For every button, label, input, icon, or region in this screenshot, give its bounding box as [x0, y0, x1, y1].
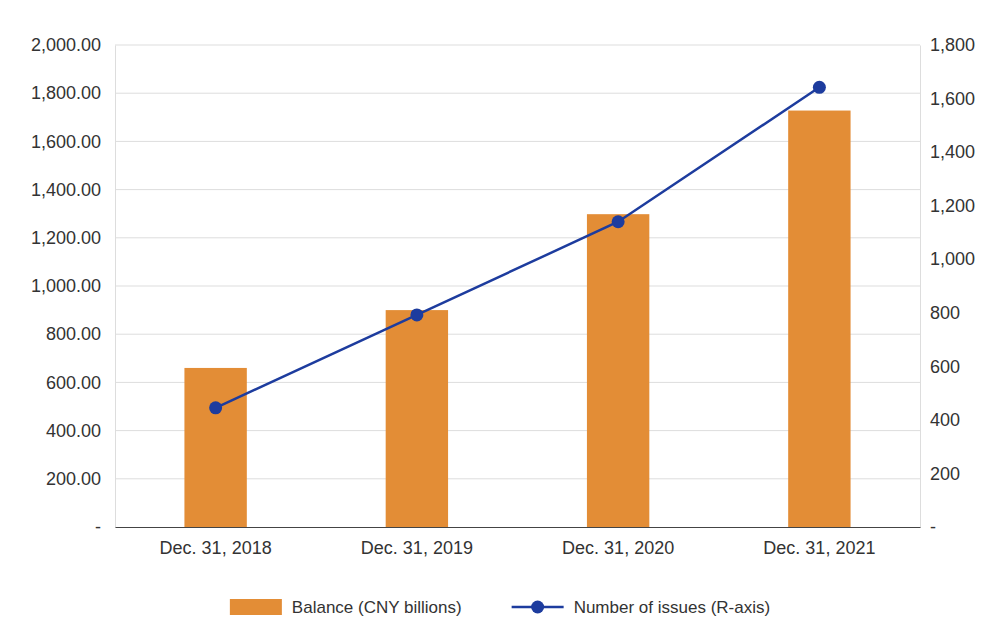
y-tick-label: 600.00	[46, 373, 101, 393]
y-tick-label: 800.00	[46, 324, 101, 344]
y2-tick-label: 1,800	[930, 35, 975, 55]
grid-line	[115, 93, 920, 94]
y-tick-label: 2,000.00	[31, 35, 101, 55]
y-tick: 1,600.00	[31, 132, 115, 152]
y-tick-label: 400.00	[46, 421, 101, 441]
legend: Balance (CNY billions) Number of issues (…	[230, 598, 770, 617]
y2-tick: 1,600	[920, 89, 975, 109]
y2-tick-label: 400	[930, 410, 960, 430]
chart: - 200.00 400.00 600.00 800.00 1,000.00 1,200.0…	[0, 0, 1000, 638]
y2-tick: 600	[920, 357, 960, 377]
x-tick-label: Dec. 31, 2019	[361, 538, 473, 558]
y-tick: -	[95, 517, 115, 537]
y-tick: 600.00	[46, 373, 115, 393]
y-tick-label: 1,600.00	[31, 132, 101, 152]
x-tick-label: Dec. 31, 2021	[763, 538, 875, 558]
y2-tick: 200	[920, 464, 960, 484]
y2-tick-label: 600	[930, 357, 960, 377]
bar	[587, 214, 649, 527]
bar	[788, 111, 850, 527]
marker	[612, 215, 625, 228]
y2-tick-label: 1,600	[930, 89, 975, 109]
x-tick-label: Dec. 31, 2020	[562, 538, 674, 558]
y-tick-label: 1,800.00	[31, 83, 101, 103]
y2-tick-label: 200	[930, 464, 960, 484]
y2-tick: 400	[920, 410, 960, 430]
y2-tick-label: -	[930, 517, 936, 537]
y-tick-label: 200.00	[46, 469, 101, 489]
bar	[184, 368, 246, 527]
y2-tick-label: 1,400	[930, 142, 975, 162]
y2-tick: 1,800	[920, 35, 975, 55]
y-axis: - 200.00 400.00 600.00 800.00 1,000.00 1,200.0…	[31, 35, 116, 537]
legend-label: Number of issues (R-axis)	[574, 598, 771, 617]
y-tick: 1,800.00	[31, 83, 115, 103]
x-tick: Dec. 31, 2019	[361, 527, 473, 558]
y2-tick-label: 800	[930, 303, 960, 323]
legend-item: Balance (CNY billions)	[230, 598, 462, 617]
y2-tick: 1,200	[920, 196, 975, 216]
y2-tick: -	[920, 517, 936, 537]
y2-tick: 1,000	[920, 249, 975, 269]
y-tick: 1,200.00	[31, 228, 115, 248]
legend-marker	[531, 601, 544, 614]
x-tick: Dec. 31, 2018	[160, 527, 272, 558]
x-tick-label: Dec. 31, 2018	[160, 538, 272, 558]
marker	[410, 308, 423, 321]
y2-tick: 1,400	[920, 142, 975, 162]
marker	[813, 81, 826, 94]
line	[216, 87, 820, 408]
x-axis: Dec. 31, 2018 Dec. 31, 2019 Dec. 31, 2020 D…	[116, 527, 921, 558]
legend-swatch	[230, 599, 282, 615]
y-tick: 1,400.00	[31, 180, 115, 200]
grid-line	[115, 45, 920, 46]
marker	[209, 401, 222, 414]
y-tick: 800.00	[46, 324, 115, 344]
y-axis-line	[115, 46, 116, 528]
y-tick: 400.00	[46, 421, 115, 441]
y-tick: 2,000.00	[31, 35, 115, 55]
y2-tick-label: 1,000	[930, 249, 975, 269]
y-tick: 1,000.00	[31, 276, 115, 296]
bar	[386, 310, 448, 527]
x-tick: Dec. 31, 2021	[763, 527, 875, 558]
y2-tick-label: 1,200	[930, 196, 975, 216]
y2-axis-line	[920, 46, 921, 528]
y2-axis: - 200 400 600 800 1,000 1,200 1,400 1,600 1,800	[920, 35, 975, 537]
plot: - 200.00 400.00 600.00 800.00 1,000.00 1,200.0…	[31, 35, 975, 558]
x-axis-line	[116, 527, 921, 528]
y-tick: 200.00	[46, 469, 115, 489]
y-tick-label: 1,400.00	[31, 180, 101, 200]
x-tick: Dec. 31, 2020	[562, 527, 674, 558]
legend-label: Balance (CNY billions)	[292, 598, 462, 617]
y2-tick: 800	[920, 303, 960, 323]
y-tick-label: 1,000.00	[31, 276, 101, 296]
legend-item: Number of issues (R-axis)	[512, 598, 771, 617]
y-tick-label: 1,200.00	[31, 228, 101, 248]
y-tick-label: -	[95, 517, 101, 537]
marks	[184, 81, 850, 527]
